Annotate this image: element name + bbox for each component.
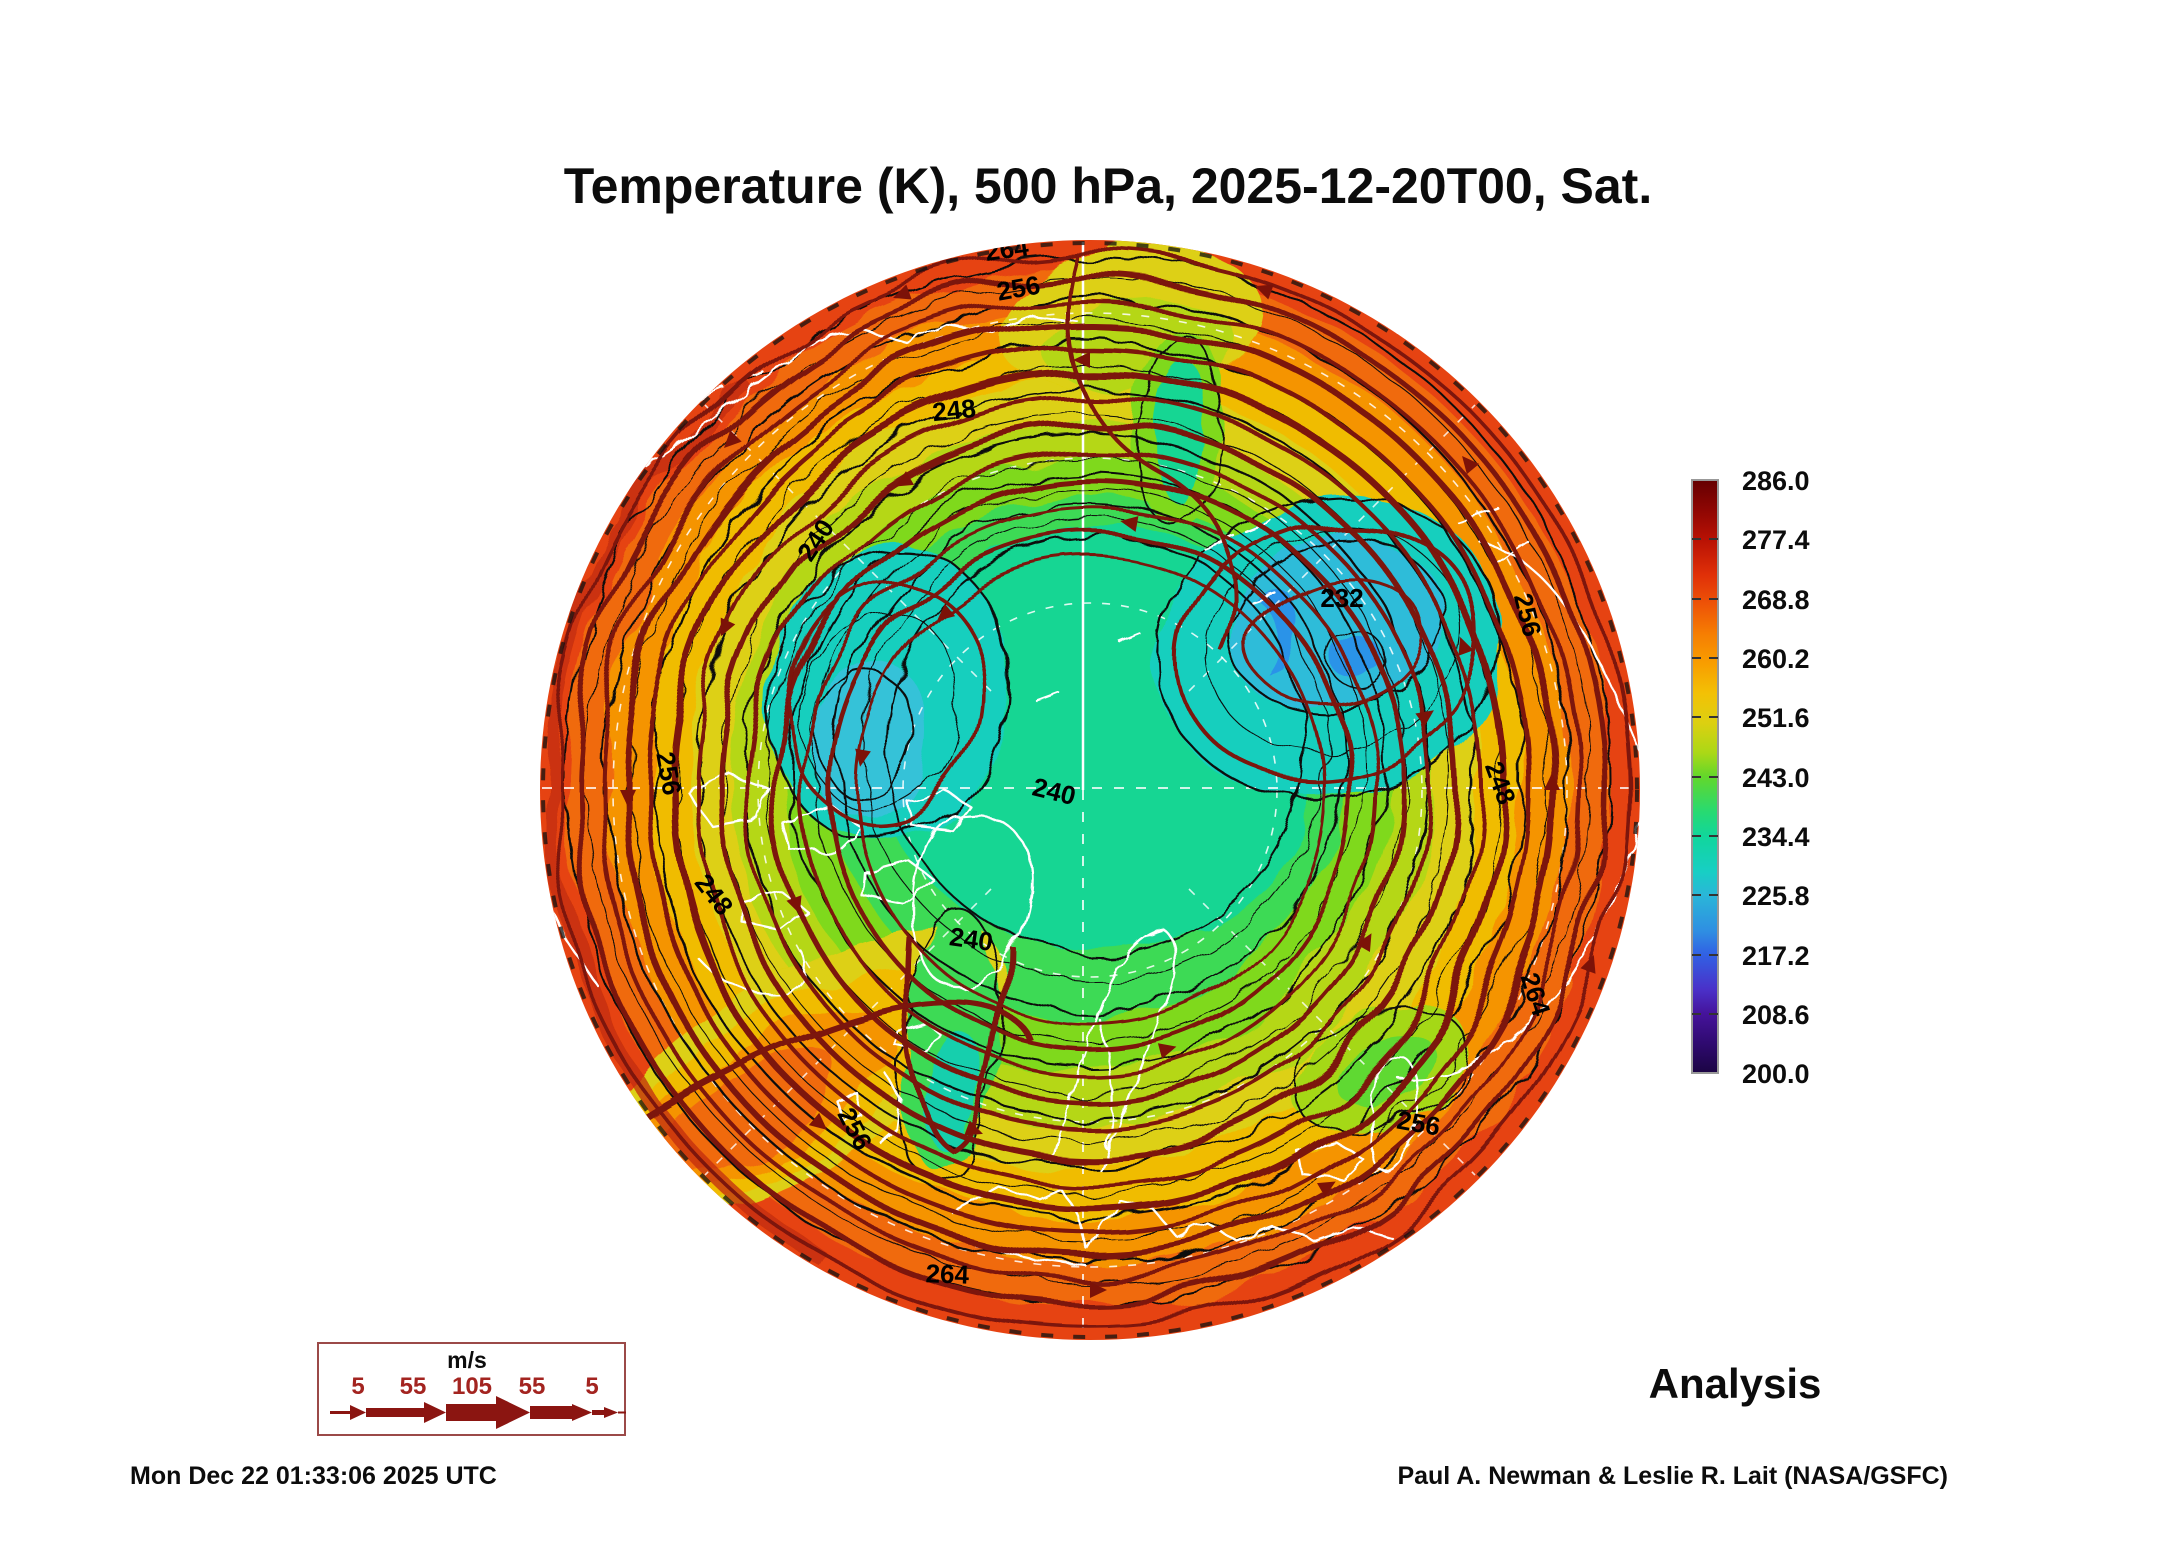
timestamp: Mon Dec 22 01:33:06 2025 UTC <box>130 1462 497 1490</box>
streamline <box>802 502 1378 1078</box>
map-rim <box>541 241 1639 1339</box>
contour-label: 264 <box>925 1258 970 1290</box>
coastline <box>892 1020 944 1052</box>
contour-label: 248 <box>931 393 977 427</box>
colorbar-tick-label: 268.8 <box>1742 585 1810 615</box>
colorbar-tick-label: 277.4 <box>1742 525 1810 555</box>
streamline <box>855 555 1325 1025</box>
contour-line <box>742 432 1430 1120</box>
contour-line <box>886 534 1306 954</box>
streamline <box>573 273 1607 1307</box>
streamline <box>668 368 1512 1212</box>
wind-speed-legend: m/s 5 55 105 55 5 <box>317 1342 626 1436</box>
contour-label: 256 <box>1395 1105 1443 1142</box>
streamline <box>828 528 1352 1052</box>
streamline <box>644 344 1536 1236</box>
colorbar-tick-label: 251.6 <box>1742 703 1810 733</box>
streamline <box>773 473 1407 1107</box>
contour-line <box>650 342 1526 1218</box>
contour-label: 256 <box>650 749 687 797</box>
colorbar-tick-label: 260.2 <box>1742 644 1810 674</box>
wind-speed-value: 5 <box>585 1373 598 1400</box>
colorbar-labels: 286.0 277.4 268.8 260.2 251.6 243.0 234.… <box>1742 466 1810 1089</box>
contour-line <box>628 320 1548 1240</box>
streamline <box>1180 521 1484 783</box>
colorbar-tick-label: 217.2 <box>1742 941 1810 971</box>
streamline <box>1249 574 1423 706</box>
graticule-circle <box>612 312 1568 1268</box>
coastline <box>911 814 1033 989</box>
wind-unit-label: m/s <box>447 1347 487 1373</box>
graticule-circle <box>902 602 1278 978</box>
streamline <box>787 578 985 826</box>
colorbar-tick-label: 286.0 <box>1742 466 1810 496</box>
analysis-label: Analysis <box>1649 1360 1822 1407</box>
coastline <box>686 772 972 932</box>
streamline <box>747 447 1433 1133</box>
colorbar-tick-label: 243.0 <box>1742 763 1810 793</box>
cold-core-fill <box>1255 592 1303 672</box>
streamline <box>719 419 1461 1161</box>
cold-pool-fill <box>1226 538 1444 712</box>
contour-label: 240 <box>948 921 995 957</box>
colorbar: 286.0 277.4 268.8 260.2 251.6 243.0 234.… <box>1691 466 1810 1089</box>
streamline <box>598 298 1582 1282</box>
streamline <box>551 251 1629 1329</box>
contour-label: 256 <box>994 270 1042 307</box>
wind-scale-arrow <box>330 1396 626 1429</box>
coastline <box>1050 928 1177 1174</box>
colorbar-tick-label: 225.8 <box>1742 881 1810 911</box>
streamline <box>1063 251 1242 659</box>
streamline <box>903 935 1007 1153</box>
wind-speed-value: 5 <box>351 1373 364 1400</box>
colorbar-tick-label: 234.4 <box>1742 822 1810 852</box>
contour-line <box>1290 1007 1470 1133</box>
polar-map: 264 256 248 240 232 240 240 256 248 256 … <box>540 231 1640 1340</box>
contour-line <box>800 610 960 810</box>
colorbar-tick-label: 200.0 <box>1742 1059 1810 1089</box>
wind-streamlines <box>551 251 1629 1329</box>
wind-speed-value: 105 <box>452 1373 492 1400</box>
contour-label: 232 <box>1320 583 1363 613</box>
colorbar-ticks <box>1692 538 1718 1015</box>
contour-line <box>1202 529 1462 751</box>
credit: Paul A. Newman & Leslie R. Lait (NASA/GS… <box>1397 1462 1948 1490</box>
streamline <box>596 1000 1033 1151</box>
graticule-circle <box>757 457 1423 1123</box>
wind-speed-value: 55 <box>519 1373 546 1400</box>
contour-label: 264 <box>983 231 1031 267</box>
streamline <box>694 394 1486 1186</box>
colorbar-tick-label: 208.6 <box>1742 1000 1810 1030</box>
page-title: Temperature (K), 500 hPa, 2025-12-20T00,… <box>564 158 1652 214</box>
wind-speed-value: 55 <box>400 1373 427 1400</box>
